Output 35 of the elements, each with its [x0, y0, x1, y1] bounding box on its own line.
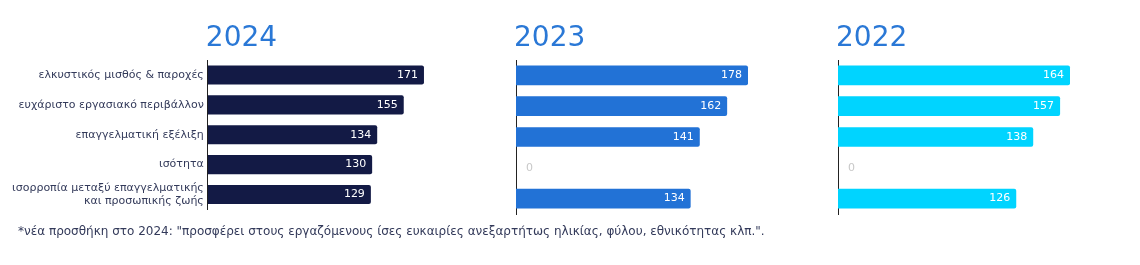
data-label: 141 [672, 129, 694, 143]
y-tick-label: ισορροπία μεταξύ επαγγελματικής και προσωπικής ζωής [12, 180, 204, 207]
bar [838, 188, 1017, 209]
data-label: 126 [989, 191, 1011, 205]
data-label: 162 [700, 99, 722, 113]
data-label: 164 [1043, 68, 1064, 82]
data-label: 157 [1033, 99, 1055, 113]
y-tick-label: ευχάριστο εργασιακό περιβάλλον [18, 97, 204, 111]
chart-title: 2022 [836, 20, 908, 53]
bar [207, 155, 373, 175]
bar [207, 95, 404, 115]
bar [207, 65, 424, 85]
data-label: 130 [345, 157, 367, 171]
data-label: 155 [376, 97, 398, 111]
chart-title: 2024 [205, 20, 278, 53]
bar [207, 184, 371, 205]
data-label: 138 [1006, 129, 1028, 143]
bar [516, 127, 700, 147]
bar [838, 96, 1061, 117]
bar [516, 96, 728, 117]
y-tick-label: ελκυστικός μισθός & παροχές [38, 67, 204, 81]
y-tick-label: ισότητα [158, 157, 204, 171]
bar [516, 65, 748, 86]
bar [838, 127, 1034, 147]
bar [838, 65, 1070, 86]
bar [207, 125, 378, 145]
bar [516, 188, 691, 209]
data-label: 134 [350, 127, 372, 141]
data-label: 134 [663, 191, 685, 205]
data-label: 171 [396, 67, 418, 81]
chart-title: 2023 [514, 20, 586, 53]
y-tick-label: επαγγελματική εξέλιξη [75, 127, 204, 141]
data-label: 129 [343, 187, 365, 201]
data-label: 178 [721, 68, 742, 82]
text: *νέα προσθήκη στο 2024: "προσφέρει στους εργαζόμενους ίσες ευκαιρίες ανεξαρτήτως ηλικίας, φύλου, εθνικότητας κλπ.". [18, 224, 765, 238]
